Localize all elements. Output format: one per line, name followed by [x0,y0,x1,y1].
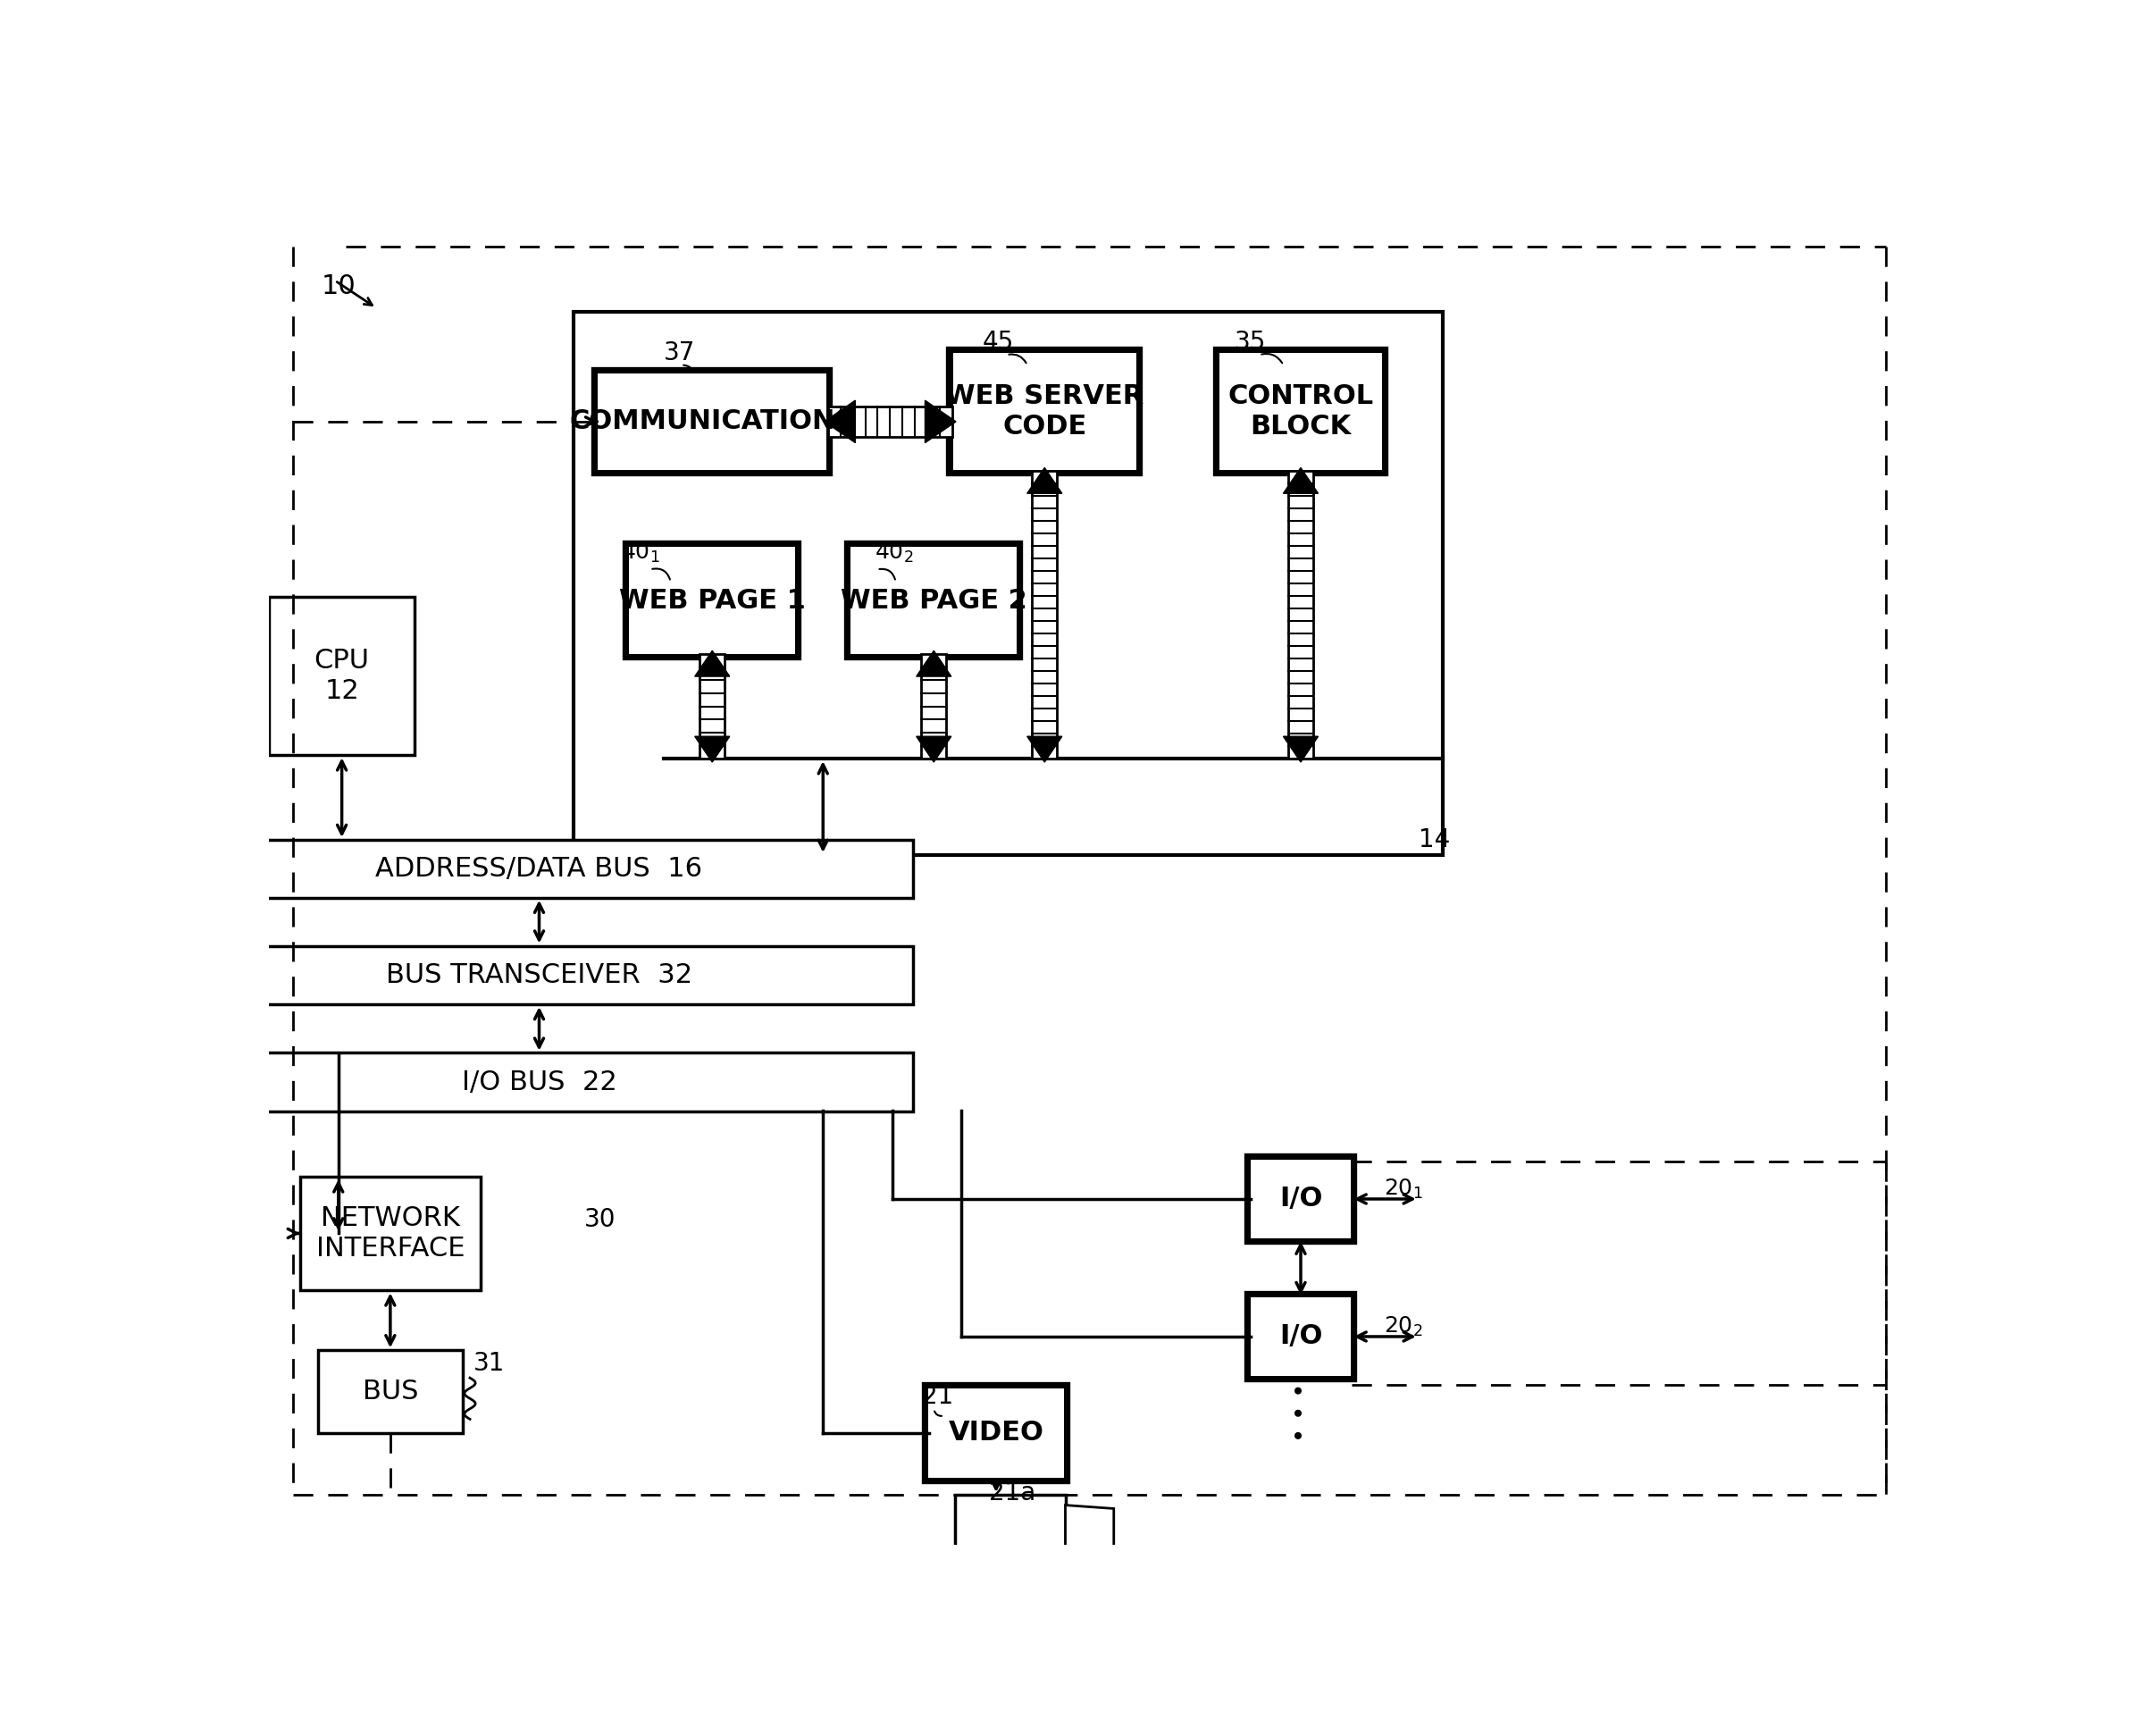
Polygon shape [917,736,952,762]
Text: 31: 31 [474,1351,506,1377]
FancyBboxPatch shape [627,545,799,656]
Text: $40_1$: $40_1$ [620,542,659,564]
Text: I/O: I/O [1279,1323,1322,1349]
Text: BUS: BUS [362,1378,418,1404]
Polygon shape [695,651,730,677]
FancyBboxPatch shape [1216,351,1384,472]
FancyBboxPatch shape [928,1389,1064,1477]
Polygon shape [829,406,952,437]
Polygon shape [1031,470,1057,759]
Text: NETWORK
INTERFACE: NETWORK INTERFACE [316,1205,465,1262]
Text: $20_1$: $20_1$ [1384,1177,1423,1201]
Text: CONTROL
BLOCK: CONTROL BLOCK [1227,384,1374,439]
Text: 21a: 21a [988,1481,1036,1505]
Text: ADDRESS/DATA BUS  16: ADDRESS/DATA BUS 16 [375,856,702,882]
Polygon shape [1027,467,1061,493]
Text: CPU
12: CPU 12 [314,648,370,705]
Polygon shape [1283,467,1318,493]
Text: 30: 30 [583,1207,616,1233]
FancyBboxPatch shape [1249,1295,1354,1378]
FancyBboxPatch shape [954,352,1137,470]
Text: 14: 14 [1419,826,1449,852]
FancyBboxPatch shape [1249,1156,1354,1241]
FancyBboxPatch shape [166,946,913,1005]
Text: WEB SERVER
CODE: WEB SERVER CODE [945,384,1143,439]
FancyBboxPatch shape [1251,1297,1350,1377]
Text: I/O: I/O [1279,1186,1322,1212]
FancyBboxPatch shape [954,1495,1066,1564]
Text: • • •: • • • [1287,1382,1313,1443]
Text: COMMUNICATIONS: COMMUNICATIONS [571,408,855,434]
FancyBboxPatch shape [949,351,1139,472]
FancyBboxPatch shape [166,1052,913,1111]
Polygon shape [1283,736,1318,762]
FancyBboxPatch shape [299,1177,480,1290]
Polygon shape [1066,1505,1113,1554]
Text: BUS TRANSCEIVER  32: BUS TRANSCEIVER 32 [385,962,693,988]
Text: 21: 21 [921,1384,954,1410]
Polygon shape [700,654,726,759]
FancyBboxPatch shape [848,545,1021,656]
Text: WEB PAGE 2: WEB PAGE 2 [840,587,1027,613]
Text: VIDEO: VIDEO [947,1420,1044,1446]
FancyBboxPatch shape [594,372,829,472]
Text: 45: 45 [982,330,1014,354]
Polygon shape [695,736,730,762]
Text: 35: 35 [1236,330,1266,354]
FancyBboxPatch shape [319,1351,463,1432]
Polygon shape [926,401,956,443]
Polygon shape [1027,736,1061,762]
FancyBboxPatch shape [850,547,1016,654]
Polygon shape [921,654,947,759]
Polygon shape [825,401,855,443]
FancyBboxPatch shape [269,597,416,755]
FancyBboxPatch shape [1251,1160,1350,1238]
Text: $20_2$: $20_2$ [1384,1316,1423,1338]
Polygon shape [917,651,952,677]
FancyBboxPatch shape [599,373,827,470]
Text: WEB PAGE 1: WEB PAGE 1 [618,587,805,613]
FancyBboxPatch shape [166,840,913,898]
Text: $40_2$: $40_2$ [874,542,913,564]
FancyBboxPatch shape [573,311,1443,856]
Text: 10: 10 [321,274,355,300]
Text: I/O BUS  22: I/O BUS 22 [461,1069,616,1095]
Text: 37: 37 [663,340,695,365]
FancyBboxPatch shape [1219,352,1382,470]
FancyBboxPatch shape [926,1385,1066,1481]
Polygon shape [1287,470,1313,759]
FancyBboxPatch shape [629,547,794,654]
